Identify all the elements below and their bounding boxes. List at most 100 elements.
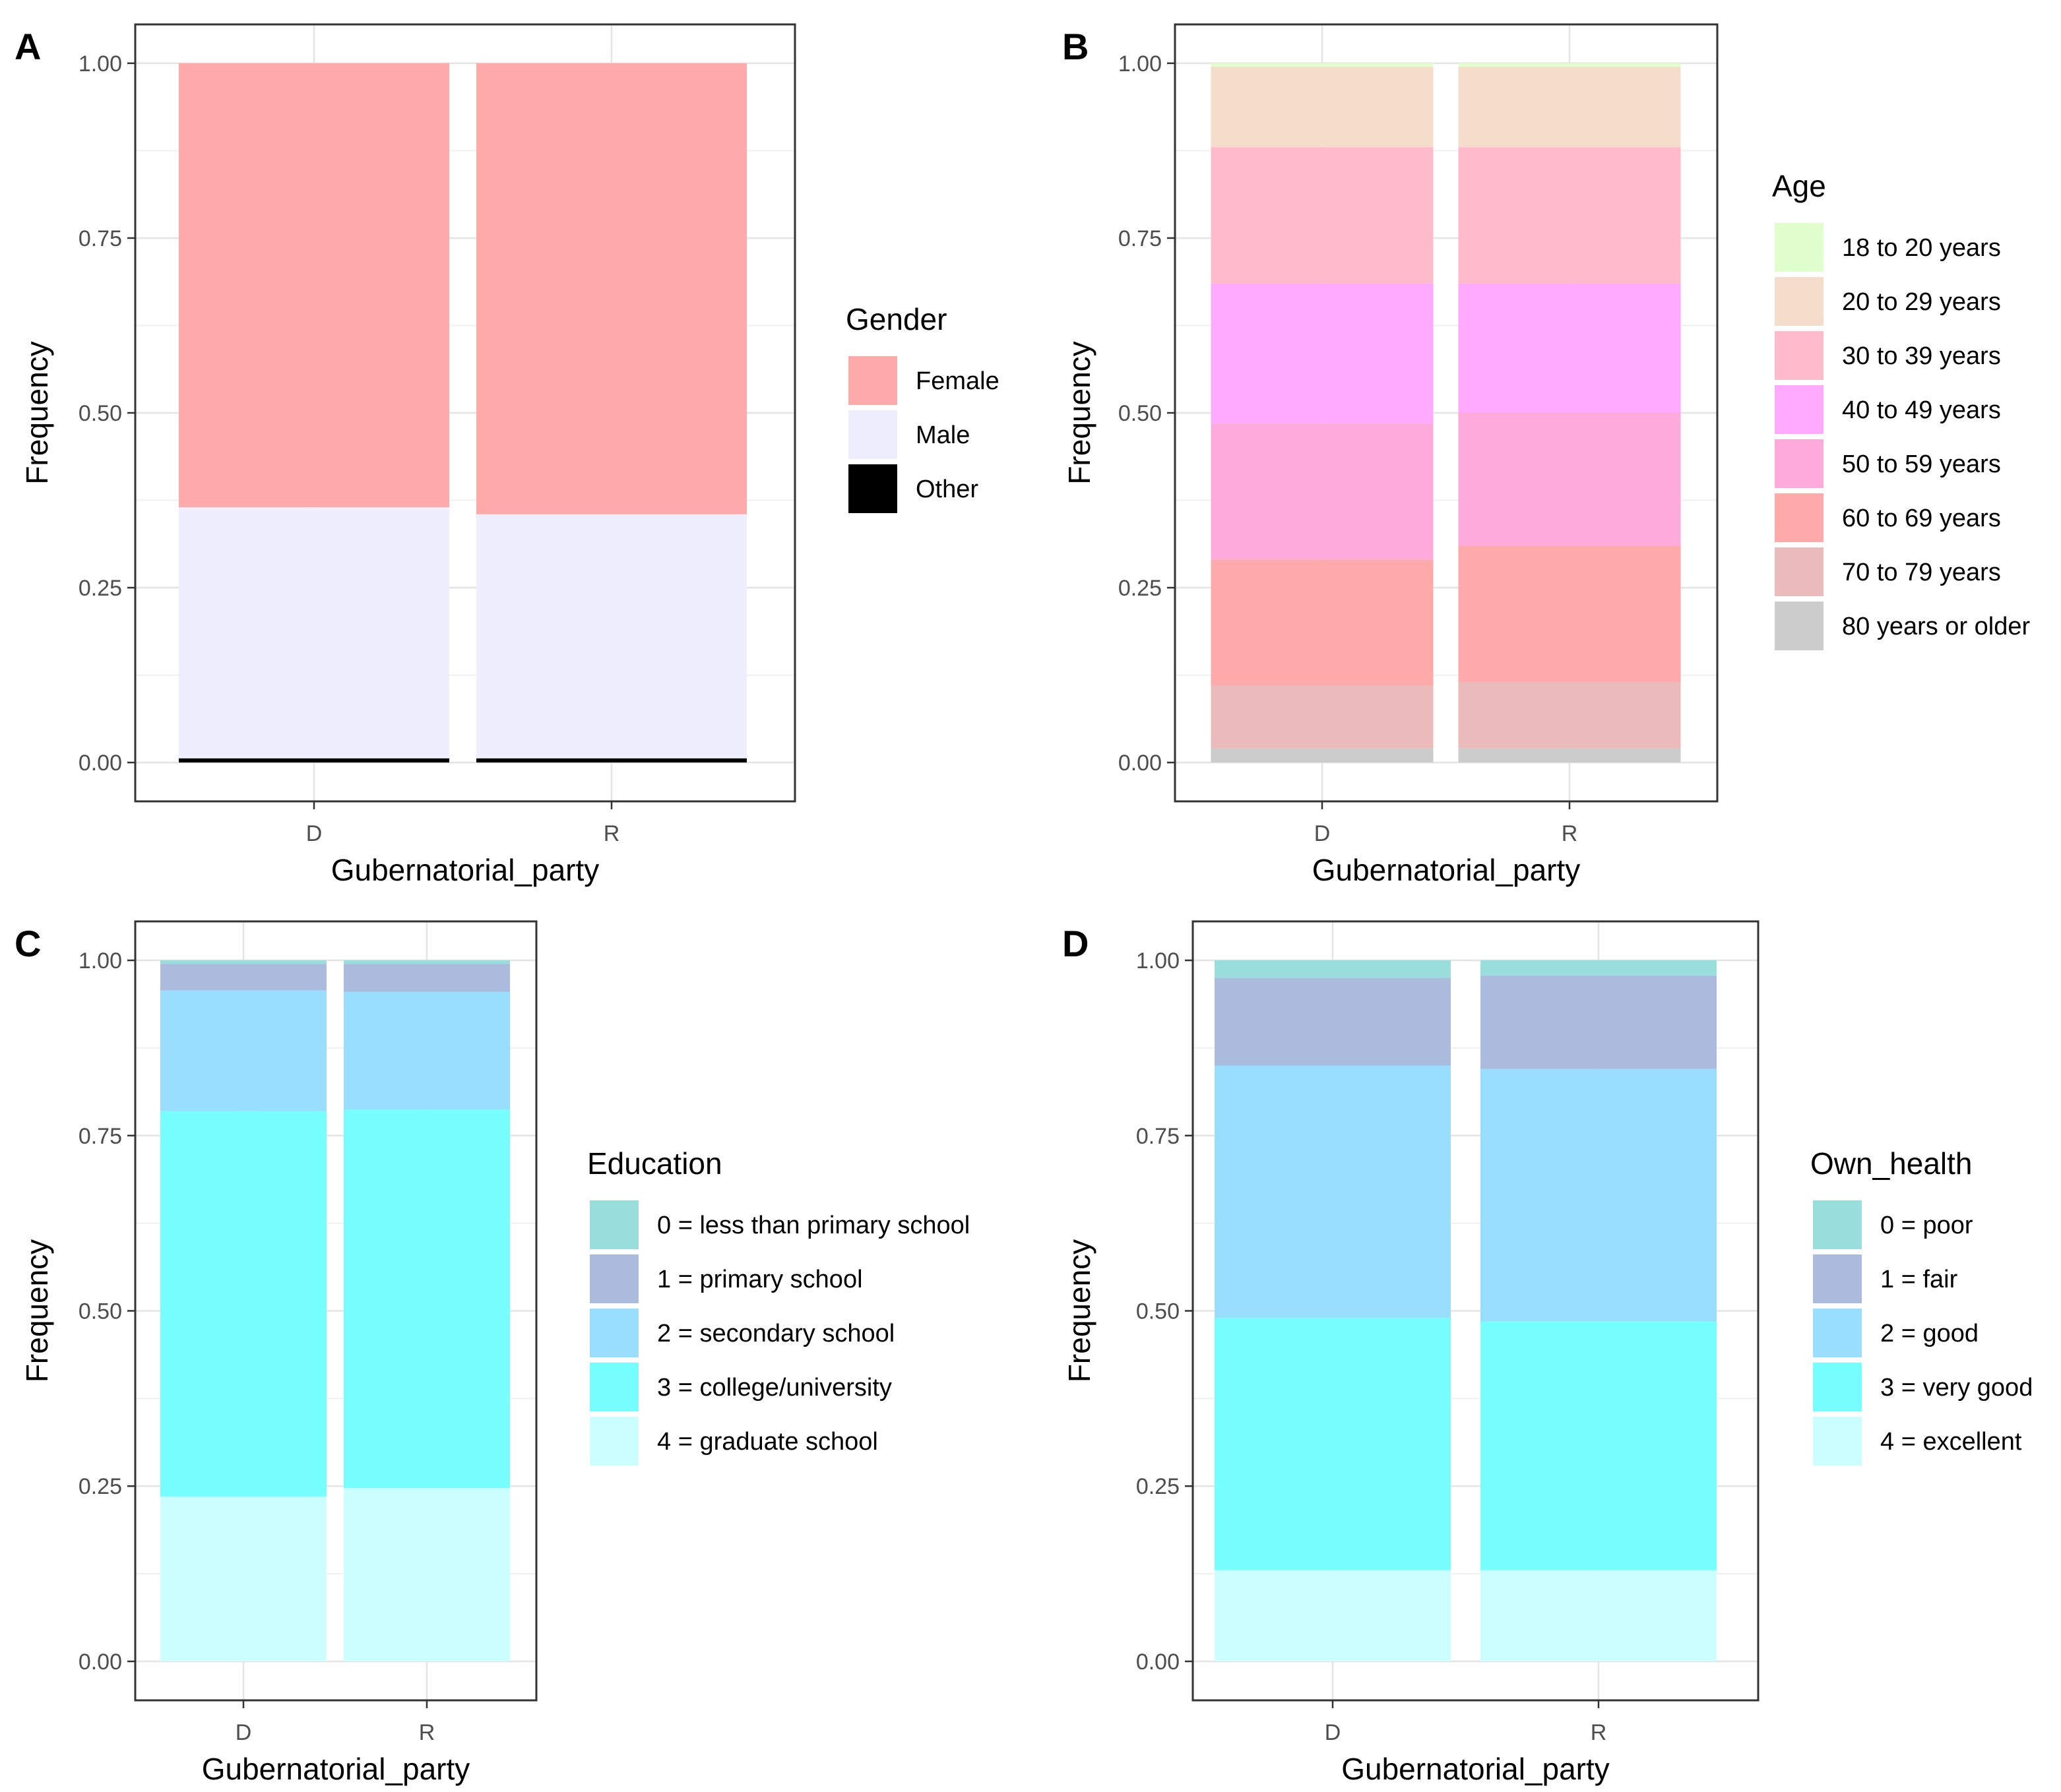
y-tick-label: 0.00 (79, 1650, 122, 1675)
y-tick-label: 0.75 (1136, 1124, 1180, 1149)
legend-label: Male (916, 421, 970, 449)
legend-label: 3 = very good (1880, 1374, 2033, 1402)
chart-panel-d: 0.00 0.25 0.50 0.75 1.00 D R Gubernatorial_part… (1062, 920, 2033, 1786)
bar-segment-r-5 (1458, 413, 1681, 546)
bar-segment-d-2 (1211, 67, 1434, 148)
legend-swatch (590, 1309, 639, 1357)
bar-segment-r-2 (344, 964, 510, 992)
bar-segment-d-3 (160, 990, 327, 1111)
legend-swatch (590, 1363, 639, 1411)
panel-letter: D (1062, 923, 1089, 964)
bar-segment-r-4 (344, 1109, 510, 1489)
bar-segment-d-3 (1211, 147, 1434, 284)
legend-label: 40 to 49 years (1842, 396, 2001, 424)
legend-swatch (848, 464, 897, 513)
legend-swatch (1775, 439, 1823, 488)
y-tick-label: 1.00 (1136, 948, 1180, 973)
bar-segment-r-8 (1458, 748, 1681, 763)
legend-swatch (1775, 385, 1823, 434)
legend-swatch (1813, 1363, 1862, 1411)
y-tick-label: 0.25 (79, 576, 122, 601)
y-tick-label: 1.00 (79, 948, 122, 973)
legend-label: 80 years or older (1842, 613, 2030, 640)
bar-segment-r-7 (1458, 682, 1681, 749)
legend-swatch (1813, 1200, 1862, 1249)
bar-segment-d-2 (1215, 977, 1451, 1066)
bar-segment-d-4 (1215, 1318, 1451, 1570)
x-tick-label: D (306, 821, 323, 846)
bar-segment-d-3 (179, 758, 449, 763)
x-tick-label: D (1314, 821, 1331, 846)
bar-segment-r-1 (476, 63, 747, 514)
bars (160, 960, 510, 1661)
bar-segment-d-1 (160, 960, 327, 964)
bar-segment-d-5 (1211, 423, 1434, 560)
legend-swatch (1813, 1417, 1862, 1466)
x-axis-title: Gubernatorial_party (202, 1752, 470, 1786)
y-tick-label: 0.00 (1136, 1650, 1180, 1675)
bar-segment-r-6 (1458, 545, 1681, 683)
legend-title: Own_health (1810, 1146, 1973, 1181)
x-tick-label: R (419, 1720, 435, 1745)
legend-label: 0 = less than primary school (657, 1212, 970, 1239)
bar-segment-d-6 (1211, 559, 1434, 686)
bar-segment-d-5 (160, 1497, 327, 1661)
chart-panel-a: 0.00 0.25 0.50 0.75 1.00 D RGubernatorial_part… (15, 23, 999, 887)
bar-segment-r-4 (1458, 283, 1681, 413)
chart-panel-b: 0.00 0.25 0.50 0.75 1.00 D R Gubernatorial_part… (1062, 23, 2030, 887)
bar-segment-r-4 (1480, 1321, 1717, 1570)
y-tick-label: 1.00 (1118, 51, 1162, 77)
bar-segment-r-2 (476, 514, 747, 758)
legend-swatch (1813, 1254, 1862, 1303)
legend-swatch (590, 1254, 639, 1303)
legend: Education 0 = less than primary school 1 =… (587, 1146, 970, 1466)
x-tick-label: D (1325, 1720, 1341, 1745)
y-tick-label: 0.25 (1118, 576, 1162, 601)
bar-segment-r-3 (1458, 147, 1681, 284)
y-tick-label: 0.25 (1136, 1474, 1180, 1499)
bar-segment-d-1 (179, 63, 449, 508)
legend-label: 30 to 39 years (1842, 342, 2001, 370)
legend-label: 1 = fair (1880, 1266, 1958, 1293)
bars (179, 63, 747, 763)
x-axis-title: Gubernatorial_party (1341, 1752, 1610, 1786)
bar-segment-d-2 (160, 964, 327, 991)
x-axis-title: Gubernatorial_party (1312, 853, 1581, 887)
bar-segment-d-8 (1211, 748, 1434, 763)
bar-segment-d-3 (1215, 1065, 1451, 1318)
legend-swatch (1813, 1309, 1862, 1357)
y-tick-label: 0.75 (79, 1124, 122, 1149)
legend-label: 0 = poor (1880, 1212, 1973, 1239)
bar-segment-d-7 (1211, 685, 1434, 749)
legend-swatch (1775, 493, 1823, 542)
legend-label: Female (916, 367, 999, 395)
y-axis-title: Frequency (1062, 341, 1096, 484)
legend-swatch (1775, 277, 1823, 326)
bar-segment-r-1 (344, 960, 510, 964)
x-tick-label: D (236, 1720, 252, 1745)
y-tick-label: 0.00 (79, 751, 122, 776)
x-axis-title: Gubernatorial_party (331, 853, 600, 887)
bar-segment-d-1 (1215, 960, 1451, 978)
legend-label: 50 to 59 years (1842, 450, 2001, 478)
x-tick-label: R (604, 821, 620, 846)
y-axis-title: Frequency (20, 1239, 54, 1382)
legend-swatch (1775, 602, 1823, 650)
bar-segment-r-2 (1458, 67, 1681, 148)
y-tick-label: 0.50 (1118, 401, 1162, 426)
legend-title: Gender (846, 302, 947, 336)
y-tick-label: 0.50 (79, 401, 122, 426)
bar-segment-d-4 (160, 1111, 327, 1497)
bar-segment-r-3 (476, 758, 747, 763)
legend-label: 70 to 79 years (1842, 559, 2001, 586)
legend-label: 20 to 29 years (1842, 288, 2001, 316)
y-tick-label: 0.75 (79, 226, 122, 251)
bar-segment-r-2 (1480, 975, 1717, 1069)
legend: Own_health 0 = poor 1 = fair 2 = good 3 = ve… (1810, 1146, 2033, 1466)
bar-segment-r-3 (1480, 1068, 1717, 1322)
x-tick-label: R (1562, 821, 1578, 846)
legend-swatch (848, 410, 897, 459)
legend-label: 3 = college/university (657, 1374, 892, 1402)
y-tick-label: 0.50 (79, 1299, 122, 1324)
